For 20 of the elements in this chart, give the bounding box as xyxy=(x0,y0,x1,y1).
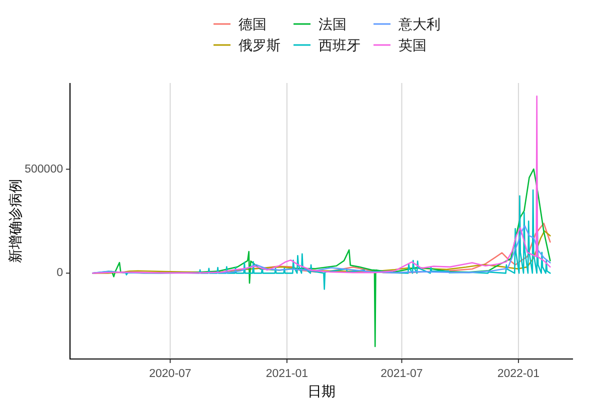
legend-label: 西班牙 xyxy=(318,37,360,53)
legend-label: 意大利 xyxy=(398,16,440,32)
x-tick-label: 2022-01 xyxy=(497,368,540,380)
x-axis-title: 日期 xyxy=(308,383,336,399)
legend-item: 俄罗斯 xyxy=(214,37,280,53)
x-tick-label: 2021-01 xyxy=(266,368,308,380)
legend-label: 法国 xyxy=(318,16,346,32)
legend-item: 西班牙 xyxy=(294,37,360,53)
legend-label: 俄罗斯 xyxy=(238,37,280,53)
y-tick-label: 0 xyxy=(56,267,63,280)
legend-label: 德国 xyxy=(238,16,266,32)
legend-item: 法国 xyxy=(294,16,346,32)
x-tick-label: 2020-07 xyxy=(149,368,192,380)
legend-item: 英国 xyxy=(374,37,426,53)
x-tick-label: 2021-07 xyxy=(380,368,423,380)
legend-label: 英国 xyxy=(398,37,426,53)
y-tick-label: 500000 xyxy=(24,163,63,176)
legend-item: 德国 xyxy=(214,16,266,32)
y-axis-title: 新增确诊病例 xyxy=(7,179,23,263)
legend-item: 意大利 xyxy=(374,16,440,32)
